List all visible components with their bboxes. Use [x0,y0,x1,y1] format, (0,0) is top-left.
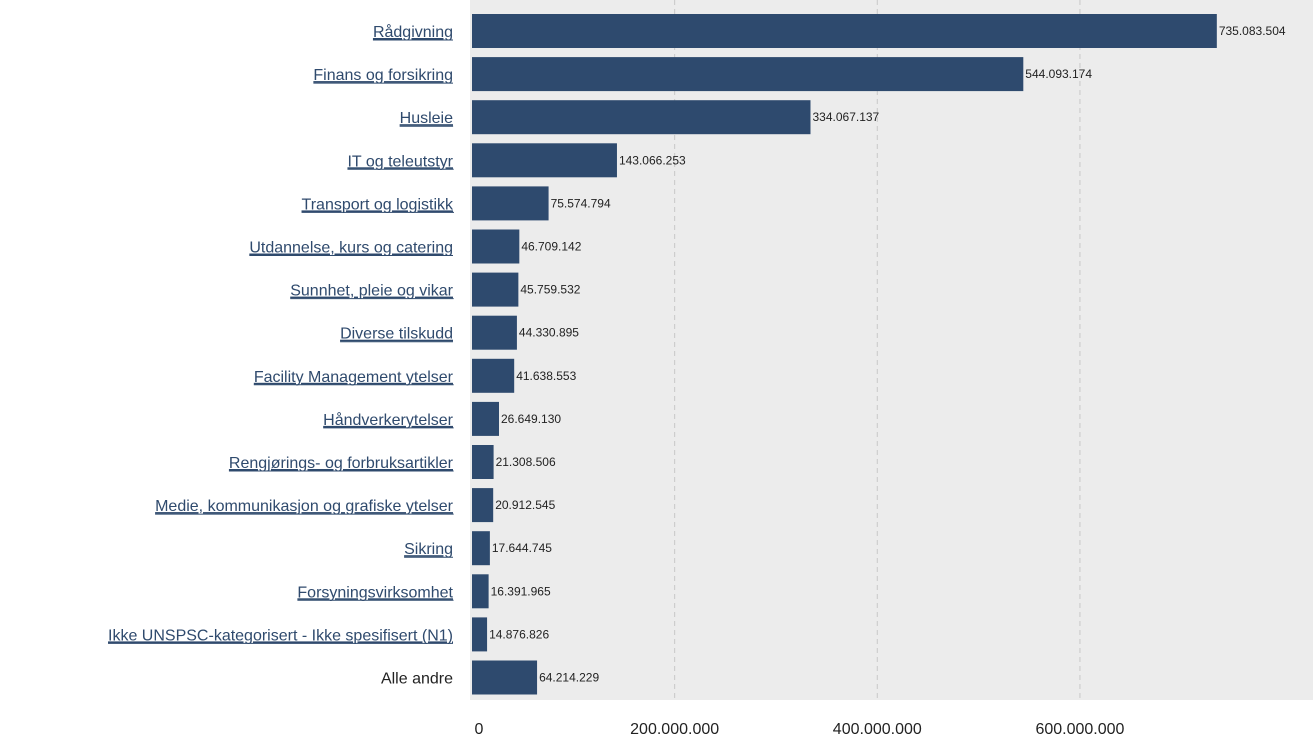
bar-9[interactable] [472,401,500,436]
value-label-11: 20.912.545 [495,498,555,512]
value-label-13: 16.391.965 [491,584,551,598]
category-label-12[interactable]: Sikring [404,541,453,558]
x-tick-label-2: 400.000.000 [833,721,922,738]
bar-1[interactable] [472,57,1024,92]
category-label-3[interactable]: IT og teleutstyr [347,153,453,170]
bar-12[interactable] [472,531,490,566]
value-label-14: 14.876.826 [489,627,549,641]
bar-13[interactable] [472,574,489,609]
bar-3[interactable] [472,143,617,178]
value-label-1: 544.093.174 [1025,67,1092,81]
bar-8[interactable] [472,358,515,393]
value-label-9: 26.649.130 [501,412,561,426]
bars [472,14,1217,695]
bar-0[interactable] [472,14,1217,48]
value-label-7: 44.330.895 [519,326,579,340]
category-label-15: Alle andre [381,671,453,688]
bar-7[interactable] [472,315,517,350]
category-label-4[interactable]: Transport og logistikk [302,196,454,213]
category-label-0[interactable]: Rådgivning [373,23,453,41]
value-label-10: 21.308.506 [496,455,556,469]
category-label-2[interactable]: Husleie [400,110,453,127]
category-label-6[interactable]: Sunnhet, pleie og vikar [290,283,453,300]
category-label-5[interactable]: Utdannelse, kurs og catering [249,240,453,257]
bar-11[interactable] [472,488,494,523]
category-label-9[interactable]: Håndverkerytelser [323,411,454,429]
bar-10[interactable] [472,445,494,479]
x-tick-label-1: 200.000.000 [630,721,719,738]
value-labels: 735.083.504 544.093.174 334.067.137 143.066… [489,24,1286,685]
value-label-5: 46.709.142 [521,240,581,254]
bar-2[interactable] [472,100,811,135]
category-label-7[interactable]: Diverse tilskudd [340,326,453,343]
value-label-6: 45.759.532 [520,283,580,297]
category-labels: Rådgivning Finans og forsikring Husleie IT … [108,23,454,688]
category-label-13[interactable]: Forsyningsvirksomhet [297,584,453,601]
value-label-4: 75.574.794 [551,196,611,210]
category-label-10[interactable]: Rengjørings- og forbruksartikler [229,455,454,472]
category-label-11[interactable]: Medie, kommunikasjon og grafiske ytelser [155,498,454,515]
bar-4[interactable] [472,186,549,221]
value-label-8: 41.638.553 [516,369,576,383]
bar-15[interactable] [472,660,538,695]
value-label-3: 143.066.253 [619,153,686,167]
x-tick-label-0: 0 [475,721,484,738]
bar-5[interactable] [472,229,520,264]
value-label-12: 17.644.745 [492,541,552,555]
category-label-1[interactable]: Finans og forsikring [313,67,453,84]
value-label-2: 334.067.137 [812,110,879,124]
x-axis-tick-labels: 0 200.000.000 400.000.000 600.000.000 [475,721,1125,738]
value-label-0: 735.083.504 [1219,24,1286,38]
bar-14[interactable] [472,617,488,652]
x-tick-label-3: 600.000.000 [1035,721,1124,738]
category-label-8[interactable]: Facility Management ytelser [254,369,454,386]
bar-6[interactable] [472,272,519,307]
value-label-15: 64.214.229 [539,671,599,685]
category-label-14[interactable]: Ikke UNSPSC-kategorisert - Ikke spesifis… [108,627,453,644]
